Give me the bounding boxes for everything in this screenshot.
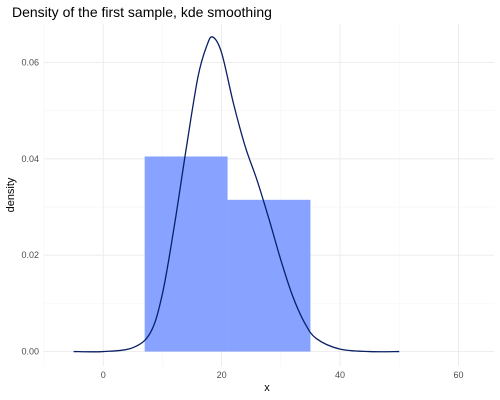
histogram-bars <box>144 156 311 352</box>
x-tick-label: 40 <box>335 370 345 380</box>
y-tick-label: 0.06 <box>21 58 39 68</box>
x-axis-label: x <box>264 382 270 394</box>
x-tick-label: 60 <box>453 370 463 380</box>
y-axis-ticks: 0.00 0.02 0.04 0.06 <box>21 58 39 357</box>
x-tick-label: 20 <box>217 370 227 380</box>
kde-curve-group <box>73 36 400 353</box>
x-axis-ticks: 0 20 40 60 <box>101 370 464 380</box>
x-tick-label: 0 <box>101 370 106 380</box>
y-tick-label: 0.00 <box>21 347 39 357</box>
y-tick-label: 0.04 <box>21 154 39 164</box>
histogram-bar-1 <box>144 156 228 352</box>
kde-curve <box>73 36 400 353</box>
y-axis-label: density <box>5 177 17 212</box>
histogram-bar-2 <box>227 199 311 352</box>
chart-title: Density of the first sample, kde smoothi… <box>12 4 272 20</box>
y-tick-label: 0.02 <box>21 250 39 260</box>
